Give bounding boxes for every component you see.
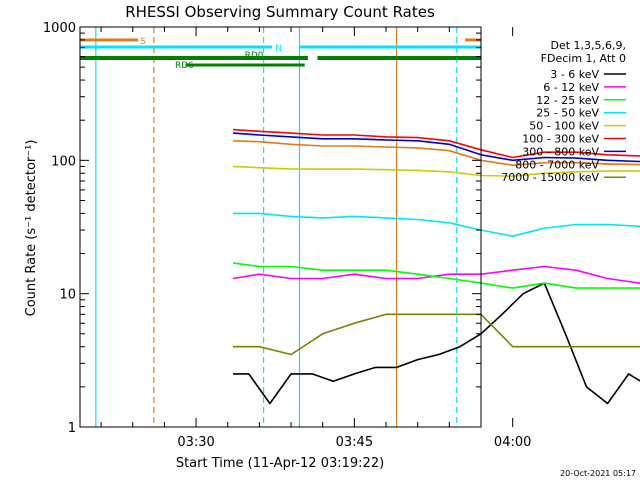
- legend-label-2: 12 - 25 keV: [536, 94, 599, 107]
- series-line-5: [232, 128, 640, 159]
- series-line-6: [232, 132, 640, 163]
- legend-label-4: 50 - 100 keV: [529, 120, 599, 133]
- flag-label-rd0: RD0: [245, 51, 264, 61]
- x-tick-label-0: 03:30: [177, 435, 214, 450]
- chart-title: RHESSI Observing Summary Count Rates: [125, 3, 435, 21]
- vertical-markers: [95, 27, 458, 427]
- series-line-7: [232, 140, 640, 166]
- legend-label-3: 25 - 50 keV: [536, 107, 599, 120]
- series-line-3: [233, 212, 640, 237]
- timestamp: 20-Oct-2021 05:17: [560, 469, 636, 478]
- x-tick-label-2: 04:00: [494, 435, 531, 450]
- y-tick-label-0: 1: [68, 421, 76, 436]
- flag-bars: S N RD0 RD6: [80, 37, 481, 71]
- flag-label-s: S: [140, 37, 146, 47]
- series-line-2: [232, 262, 640, 289]
- legend-label-1: 6 - 12 keV: [543, 81, 599, 94]
- series-lines: [232, 128, 640, 405]
- legend-label-5: 100 - 300 keV: [522, 133, 599, 146]
- y-tick-label-3: 1000: [43, 21, 76, 36]
- plot-frame: [79, 26, 482, 428]
- flag-label-rd6: RD6: [175, 61, 194, 71]
- legend-label-7: 800 - 7000 keV: [515, 158, 599, 171]
- legend-header-1: FDecim 1, Att 0: [541, 52, 626, 65]
- legend-label-0: 3 - 6 keV: [550, 68, 599, 81]
- y-tick-label-1: 10: [59, 288, 76, 303]
- series-line-8: [233, 313, 640, 356]
- y-tick-label-2: 100: [51, 154, 76, 169]
- series-line-4: [232, 165, 640, 177]
- y-axis-label: Count Rate (s⁻¹ detector⁻¹): [24, 140, 39, 317]
- legend-label-6: 300 - 800 keV: [522, 145, 599, 158]
- legend-label-8: 7000 - 15000 keV: [501, 171, 599, 184]
- x-tick-label-1: 03:45: [336, 435, 373, 450]
- series-line-1: [232, 265, 640, 284]
- legend: Det 1,3,5,6,9,FDecim 1, Att 0 3 - 6 keV6 …: [501, 39, 626, 184]
- flag-label-n: N: [275, 44, 282, 54]
- series-line-0: [233, 282, 640, 405]
- x-axis-label: Start Time (11-Apr-12 03:19:22): [176, 456, 384, 471]
- legend-header-0: Det 1,3,5,6,9,: [550, 39, 626, 52]
